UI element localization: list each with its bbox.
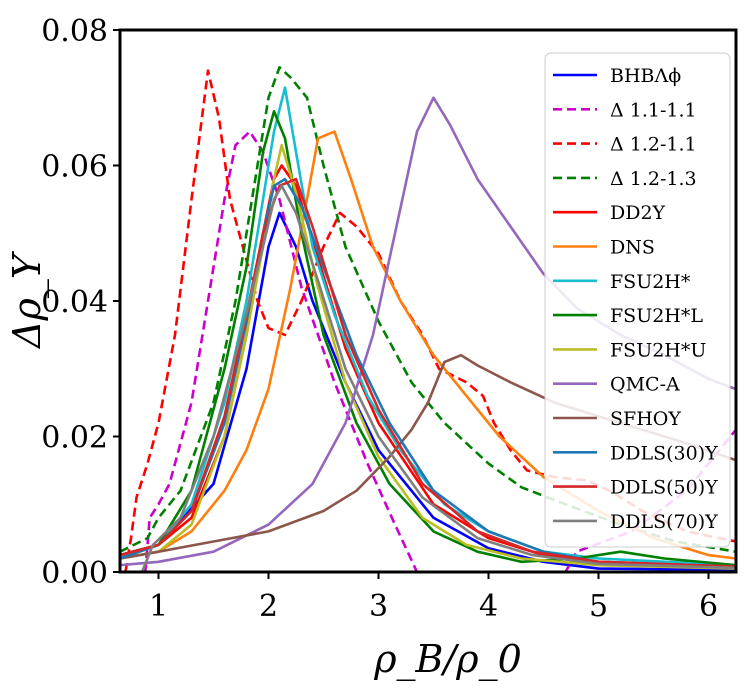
x-tick-label: 2 <box>259 589 278 624</box>
series-line-0 <box>120 211 736 572</box>
y-tick-label: 0.02 <box>41 421 108 456</box>
y-tick-label: 0.00 <box>41 556 108 591</box>
x-axis-label: ρ_B/ρ_0 <box>373 637 522 682</box>
legend-label-1: Δ 1.1-1.1 <box>610 99 697 121</box>
y-tick-label: 0.08 <box>41 14 108 49</box>
y-axis-label: Δρ_Y <box>5 250 50 350</box>
ticks-layer: 1 2 3 4 5 6 0.00 0.02 0.04 0.06 0.08 <box>41 14 718 624</box>
series-line-12 <box>120 177 736 568</box>
legend-label-10: SFHOY <box>610 408 681 430</box>
x-tick-label: 5 <box>589 589 608 624</box>
legend-label-2: Δ 1.2-1.1 <box>610 134 697 156</box>
legend-label-13: DDLS(70)Y <box>610 511 718 533</box>
legend-label-9: QMC-A <box>610 374 680 396</box>
y-tick-label: 0.06 <box>41 150 108 185</box>
legend-label-8: FSU2H*U <box>610 339 706 361</box>
series-line-8 <box>120 143 736 570</box>
legend-label-12: DDLS(50)Y <box>610 477 718 499</box>
legend-label-4: DD2Y <box>610 202 666 224</box>
legend-label-5: DNS <box>610 237 655 259</box>
x-tick-label: 1 <box>149 589 168 624</box>
series-line-13 <box>140 184 736 572</box>
legend-label-6: FSU2H* <box>610 271 691 293</box>
legend-items: BHBΛϕ Δ 1.1-1.1 Δ 1.2-1.1 Δ 1.2-1.3 DD2Y DNS F… <box>553 65 718 533</box>
legend-box <box>544 52 731 548</box>
legend-label-0: BHBΛϕ <box>610 65 681 87</box>
x-tick-label: 3 <box>369 589 388 624</box>
series-line-11 <box>120 177 736 568</box>
series-layer <box>120 66 736 572</box>
x-tick-label: 6 <box>699 589 718 624</box>
series-line-2 <box>124 69 736 572</box>
legend-label-7: FSU2H*L <box>610 305 703 327</box>
legend-label-11: DDLS(30)Y <box>610 442 718 464</box>
y-tick-label: 0.04 <box>41 285 108 320</box>
legend: BHBΛϕ Δ 1.1-1.1 Δ 1.2-1.1 Δ 1.2-1.3 DD2Y DNS F… <box>544 52 731 548</box>
legend-label-3: Δ 1.2-1.3 <box>610 168 697 190</box>
x-tick-label: 4 <box>479 589 498 624</box>
